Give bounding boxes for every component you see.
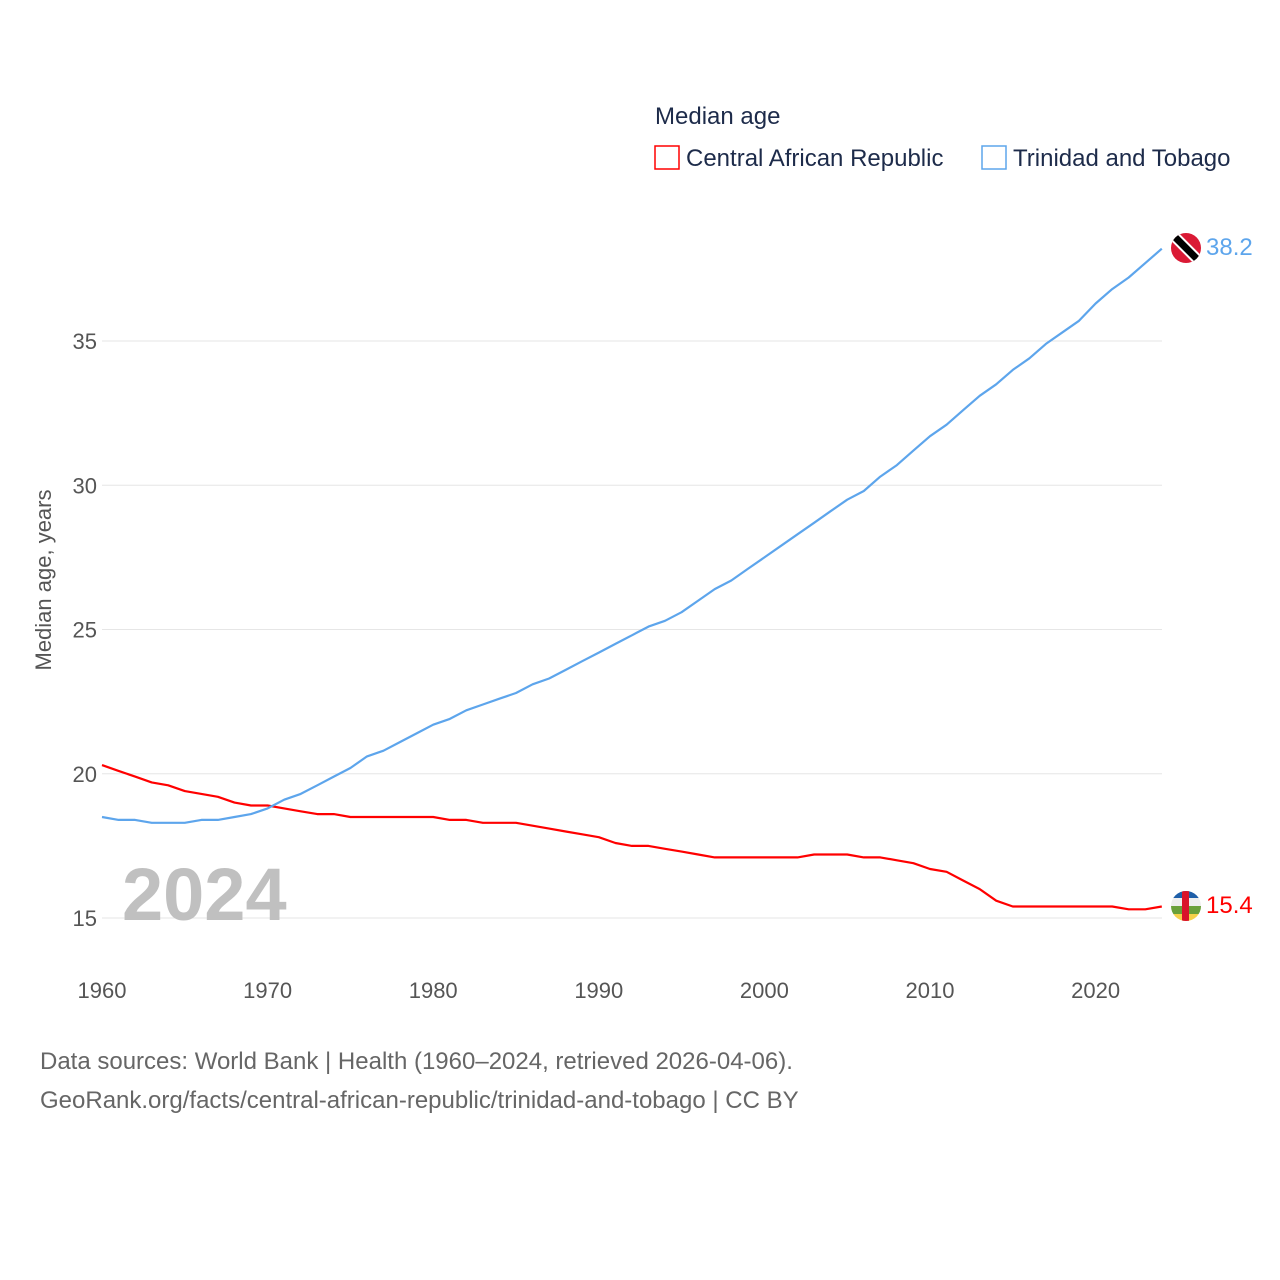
legend-item-trinidad-and-tobago[interactable]: Trinidad and Tobago [1013,145,1231,172]
y-tick-label: 30 [73,473,97,498]
x-tick-label: 1980 [409,978,458,1003]
x-tick-label: 2010 [906,978,955,1003]
grid [102,340,1162,919]
series-line-trinidad-and-tobago [101,247,1163,824]
central-african-republic-flag-icon [1171,891,1201,921]
source-line: Data sources: World Bank | Health (1960–… [40,1048,793,1075]
y-axis-ticks: 15 20 25 30 35 [73,329,97,931]
x-axis-ticks: 1960 1970 1980 1990 2000 2010 2020 [78,978,1121,1003]
y-tick-label: 35 [73,329,97,354]
y-tick-label: 20 [73,762,97,787]
trinidad-and-tobago-flag-icon [1171,233,1201,263]
y-tick-label: 15 [73,906,97,931]
source-url-line[interactable]: GeoRank.org/facts/central-african-republ… [40,1087,799,1114]
y-tick-label: 25 [73,618,97,643]
end-markers: 38.2 15.4 [1171,233,1253,921]
series-line-central-african-republic [101,764,1162,911]
legend: Median age Central African Republic Trin… [654,103,1231,172]
trinidad-and-tobago-end-label: 38.2 [1206,234,1253,261]
legend-swatch-central-african-republic[interactable] [654,145,680,170]
x-tick-label: 1970 [243,978,292,1003]
central-african-republic-end-label: 15.4 [1206,892,1253,919]
x-tick-label: 1990 [574,978,623,1003]
legend-swatch-trinidad-and-tobago[interactable] [981,145,1007,170]
x-tick-label: 2000 [740,978,789,1003]
series-lines [101,247,1163,911]
legend-item-central-african-republic[interactable]: Central African Republic [686,145,943,172]
year-watermark: 2024 [122,853,287,936]
legend-title: Median age [655,103,780,130]
y-axis-label: Median age, years [31,490,56,671]
x-tick-label: 1960 [78,978,127,1003]
x-tick-label: 2020 [1071,978,1120,1003]
